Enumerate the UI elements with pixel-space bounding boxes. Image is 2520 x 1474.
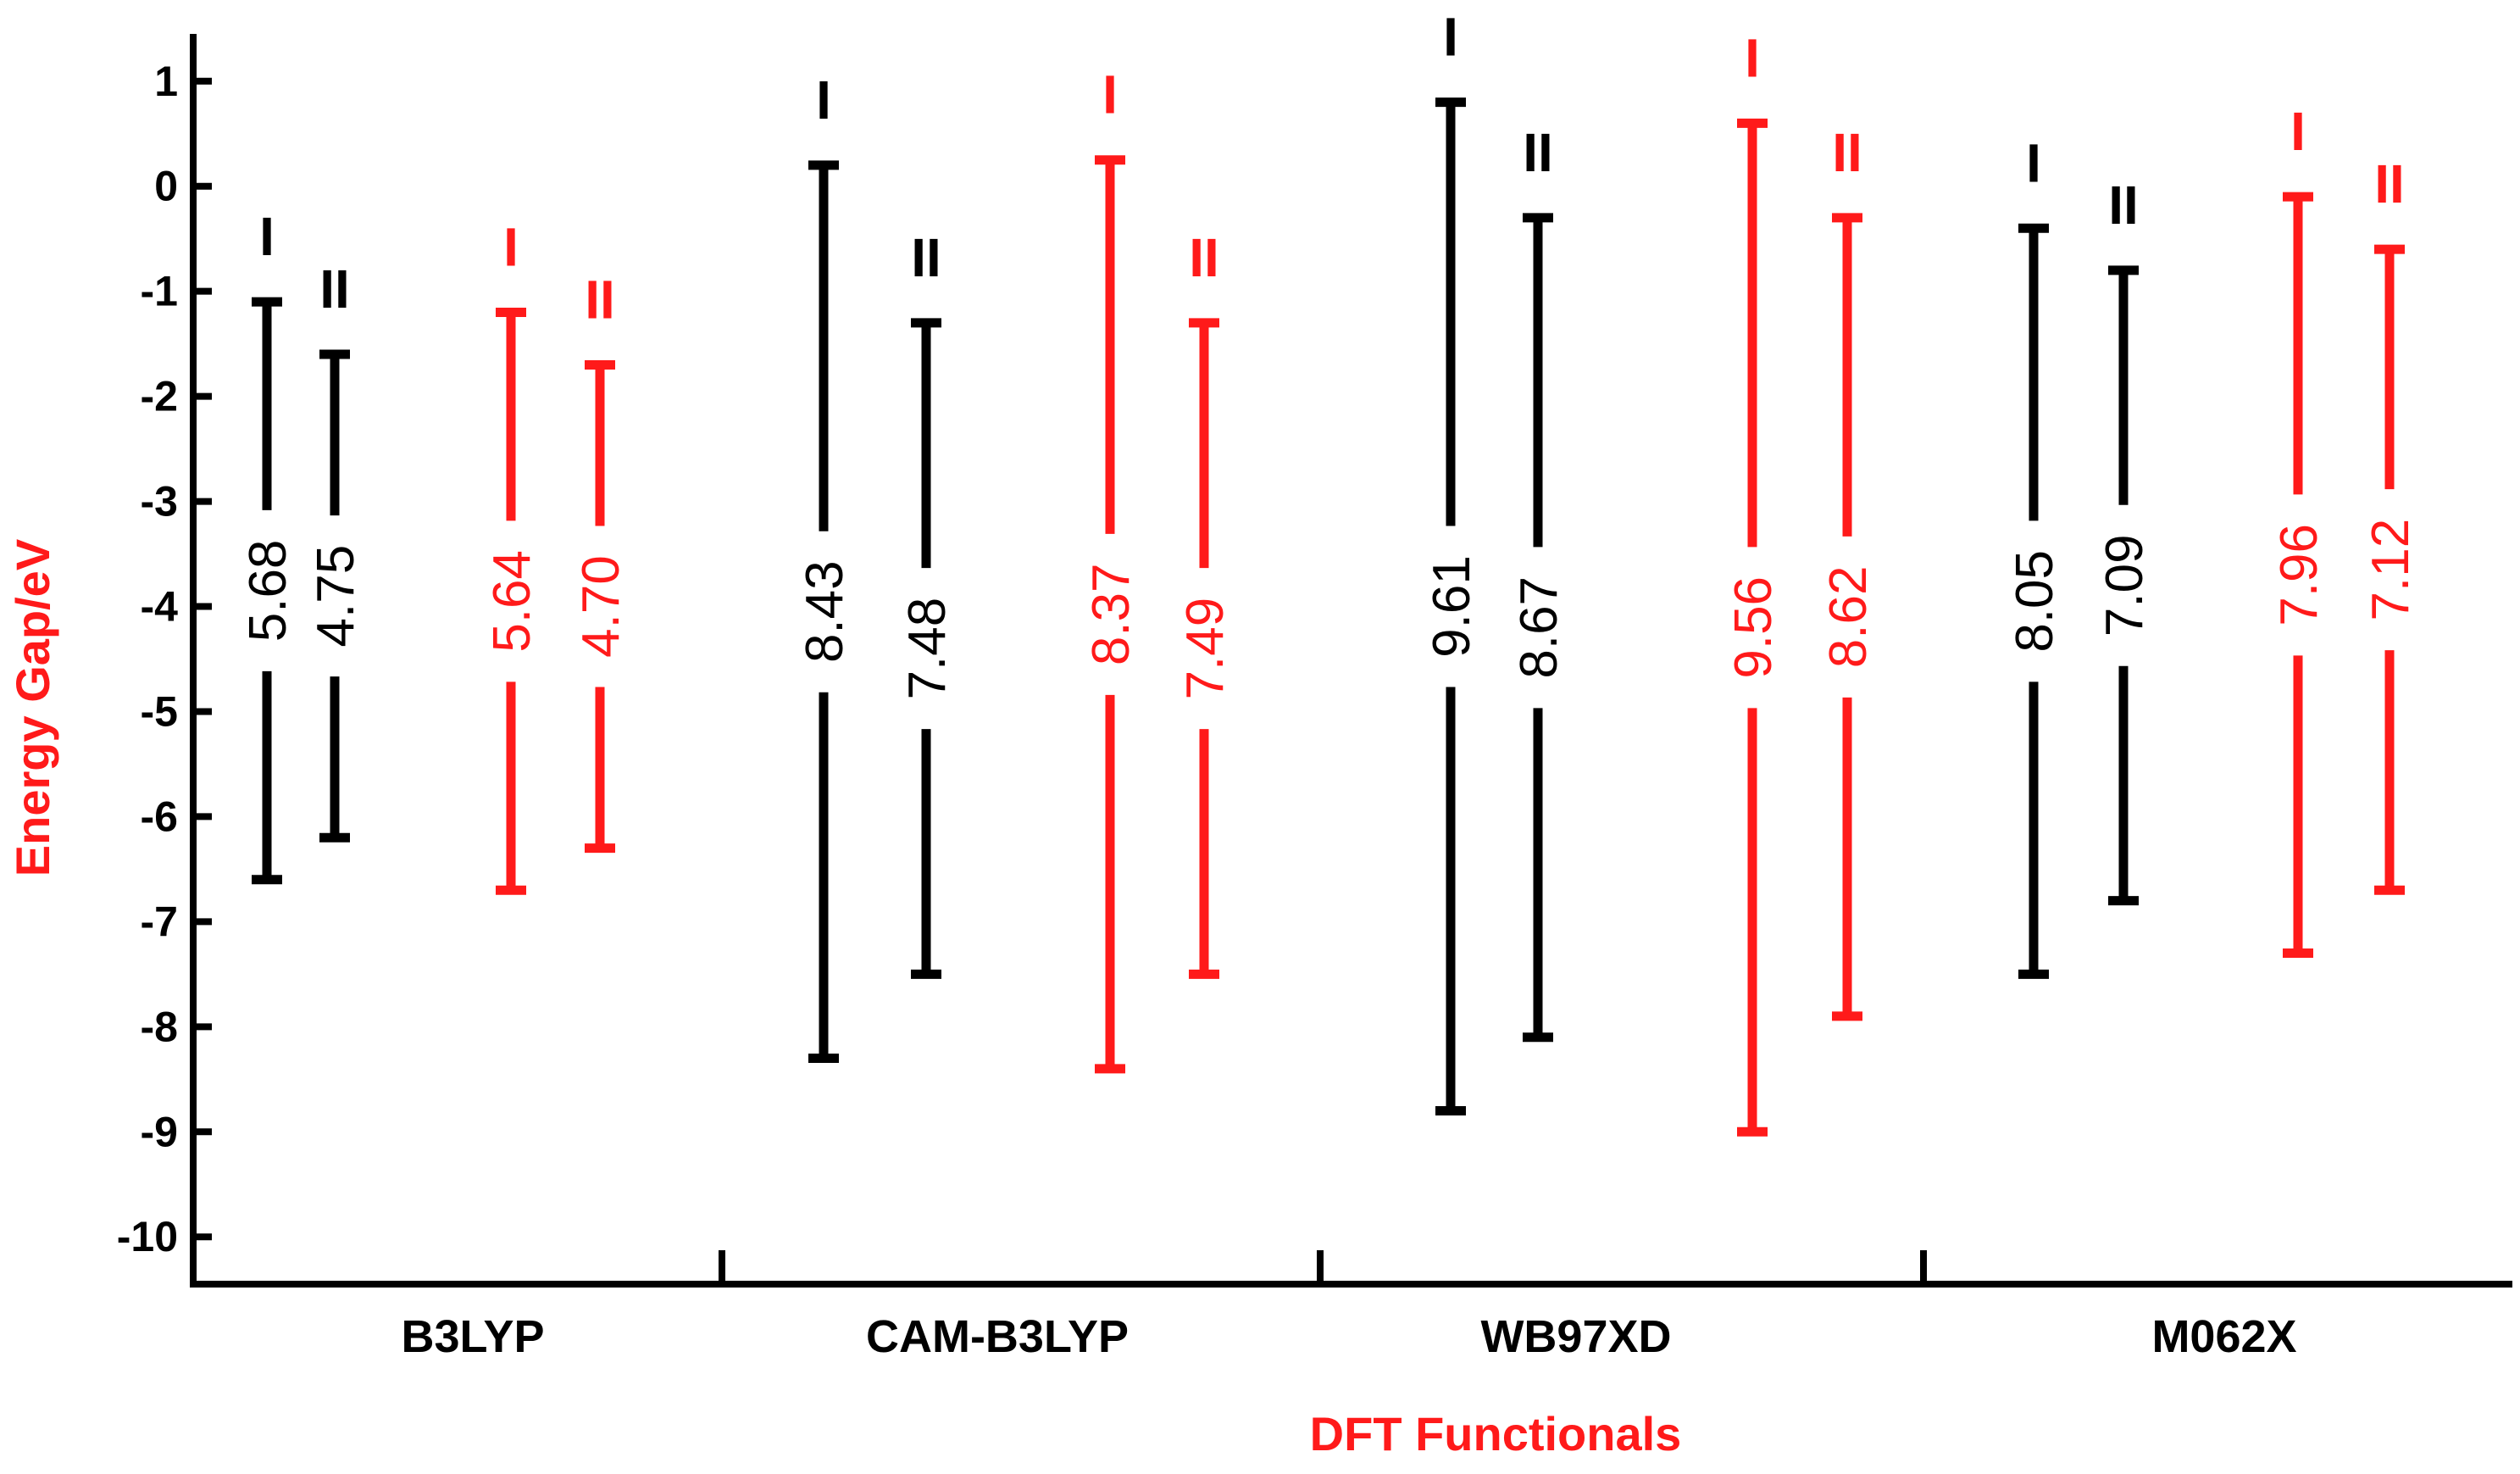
gap-value-label: 5.64: [483, 550, 541, 653]
gap-value-label: 7.12: [2362, 519, 2420, 621]
x-axis-title: DFT Functionals: [1310, 1407, 1682, 1460]
y-tick-label: -4: [141, 583, 179, 631]
series-mark: II: [1523, 122, 1553, 183]
gap-value-label: 8.67: [1510, 576, 1568, 679]
gap-value-label: 8.05: [2006, 550, 2064, 653]
series-mark: I: [503, 216, 519, 277]
series-mark: II: [911, 227, 941, 288]
gap-value-label: 5.68: [239, 540, 297, 642]
range-bar: 8.37 I: [1082, 64, 1141, 1074]
gap-value-label: 7.96: [2270, 524, 2329, 626]
x-category-label: B3LYP: [401, 1311, 544, 1362]
range-bar: 7.96 I: [2270, 101, 2329, 959]
gap-value-label: 7.48: [898, 598, 957, 700]
range-bar: 9.61 I: [1423, 7, 1481, 1115]
range-bar: 7.12 II: [2362, 153, 2420, 895]
gap-value-label: 8.43: [796, 560, 854, 663]
series-mark: I: [2290, 101, 2306, 162]
y-tick-label: 0: [154, 163, 178, 210]
range-bar: 8.05 I: [2006, 132, 2064, 979]
series-mark: II: [1189, 227, 1219, 288]
series-mark: I: [259, 206, 275, 267]
range-bar: 8.62 II: [1819, 122, 1878, 1021]
y-tick-label: -9: [141, 1108, 178, 1155]
series-mark: I: [2026, 132, 2041, 193]
gap-value-label: 8.37: [1082, 563, 1141, 665]
range-bar: 4.70 II: [572, 269, 630, 854]
y-tick-label: -2: [141, 373, 178, 420]
bars: 5.68I4.75II5.64I4.70II8.43I7.48II8.37I7.…: [239, 7, 2420, 1137]
y-axis: 1 0 -1 -2 -3 -4 -5 -6 -7 -8 -9 -10: [117, 34, 212, 1284]
x-category-label: M062X: [2151, 1311, 2296, 1362]
range-bar: 7.09 II: [2095, 175, 2154, 906]
gap-value-label: 4.75: [307, 545, 365, 648]
series-mark: II: [1832, 122, 1862, 183]
y-tick-label: -1: [141, 268, 178, 315]
range-bar: 9.56 I: [1724, 27, 1783, 1137]
x-category-label: WB97XD: [1480, 1311, 1671, 1362]
y-tick-label: -5: [141, 687, 178, 735]
range-bar: 7.48 II: [898, 227, 957, 979]
series-mark: II: [2374, 153, 2405, 214]
gap-value-label: 9.61: [1423, 555, 1481, 658]
range-bar: 7.49 II: [1176, 227, 1235, 979]
y-tick-label: -3: [141, 478, 178, 526]
range-bar: 4.75 II: [307, 259, 365, 843]
series-mark: I: [1102, 64, 1118, 125]
range-bar: 5.64 I: [483, 216, 541, 895]
y-tick-label: 1: [154, 58, 178, 105]
y-axis-title: Energy Gap/eV: [6, 539, 59, 876]
x-category-label: CAM-B3LYP: [866, 1311, 1129, 1362]
series-mark: II: [2108, 175, 2139, 236]
gap-value-label: 7.49: [1176, 598, 1235, 700]
series-mark: II: [319, 259, 350, 320]
y-tick-label: -6: [141, 793, 178, 840]
gap-value-label: 8.62: [1819, 566, 1878, 669]
series-mark: I: [1443, 7, 1458, 68]
series-mark: I: [816, 70, 831, 131]
gap-value-label: 7.09: [2095, 534, 2154, 637]
series-mark: I: [1745, 27, 1760, 88]
range-bar: 8.67 II: [1510, 122, 1568, 1043]
y-tick-label: -8: [141, 1003, 178, 1050]
gap-value-label: 4.70: [572, 555, 630, 658]
gap-value-label: 9.56: [1724, 576, 1783, 679]
range-bar: 8.43 I: [796, 70, 854, 1064]
range-bar: 5.68 I: [239, 206, 297, 885]
y-tick-label: -10: [117, 1213, 178, 1260]
series-mark: II: [585, 269, 615, 330]
y-tick-label: -7: [141, 898, 178, 945]
x-axis: B3LYP CAM-B3LYP WB97XD M062X: [190, 1250, 2512, 1362]
